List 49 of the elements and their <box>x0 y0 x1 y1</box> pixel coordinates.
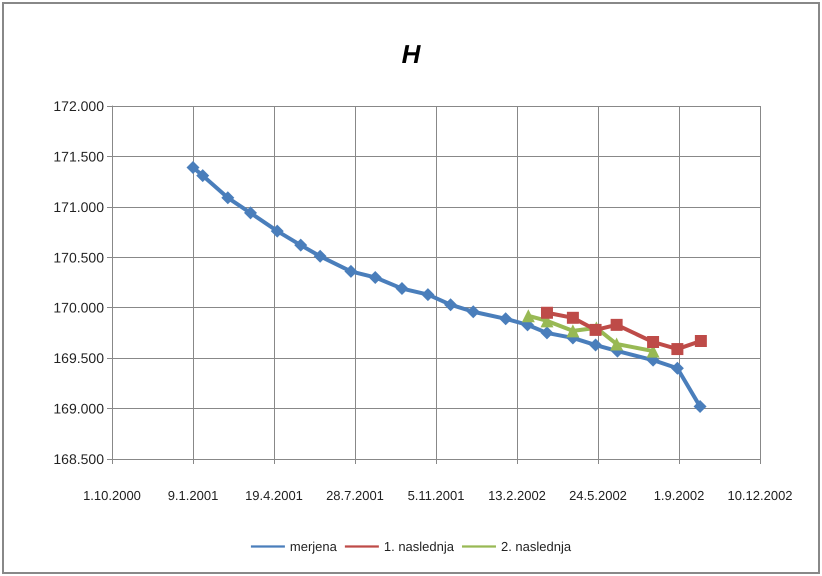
point <box>314 250 327 263</box>
y-tick-label: 170.000 <box>53 300 104 316</box>
point <box>270 224 284 238</box>
point <box>671 343 684 356</box>
point <box>610 318 623 331</box>
x-tick-label: 5.11.2001 <box>408 488 464 503</box>
point <box>522 309 535 322</box>
point <box>610 338 624 351</box>
point <box>499 312 512 326</box>
point <box>566 324 580 338</box>
x-tick-label: 9.1.2001 <box>168 488 218 503</box>
x-tick-label: 10.12.2002 <box>727 488 793 503</box>
legend-label: merjena <box>290 539 338 554</box>
x-tick-label: 13.2.2002 <box>488 488 546 503</box>
y-tick-label: 170.500 <box>53 249 104 266</box>
chart-title: H <box>402 39 422 69</box>
point <box>368 270 382 284</box>
legend-label: 1. naslednja <box>384 539 455 554</box>
point <box>466 305 480 318</box>
point <box>647 336 660 348</box>
point <box>344 264 358 278</box>
y-tick-label: 172.000 <box>53 98 104 114</box>
point <box>294 238 308 252</box>
point <box>566 312 579 324</box>
x-tick-label: 19.4.2001 <box>245 488 303 503</box>
x-tick-label: 24.5.2002 <box>569 488 627 503</box>
point <box>540 306 553 319</box>
point <box>395 282 408 296</box>
y-tick-label: 169.000 <box>53 400 104 417</box>
legend-label: 2. naslednja <box>500 539 572 554</box>
point <box>590 324 602 336</box>
point <box>196 169 210 182</box>
point <box>421 288 434 302</box>
y-tick-label: 171.500 <box>53 148 104 164</box>
point <box>694 334 707 347</box>
point <box>694 400 707 414</box>
point <box>221 191 234 204</box>
x-tick-label: 28.7.2001 <box>326 488 384 503</box>
point <box>244 206 258 220</box>
y-tick-label: 169.500 <box>53 350 104 366</box>
point <box>186 161 200 174</box>
y-tick-label: 171.000 <box>53 198 104 215</box>
x-tick-label: 1.9.2002 <box>654 488 704 503</box>
point <box>589 338 602 352</box>
point <box>444 298 458 312</box>
y-tick-label: 168.500 <box>53 451 104 467</box>
x-tick-label: 1.10.2000 <box>83 488 141 503</box>
point <box>540 326 554 340</box>
point <box>670 362 684 375</box>
